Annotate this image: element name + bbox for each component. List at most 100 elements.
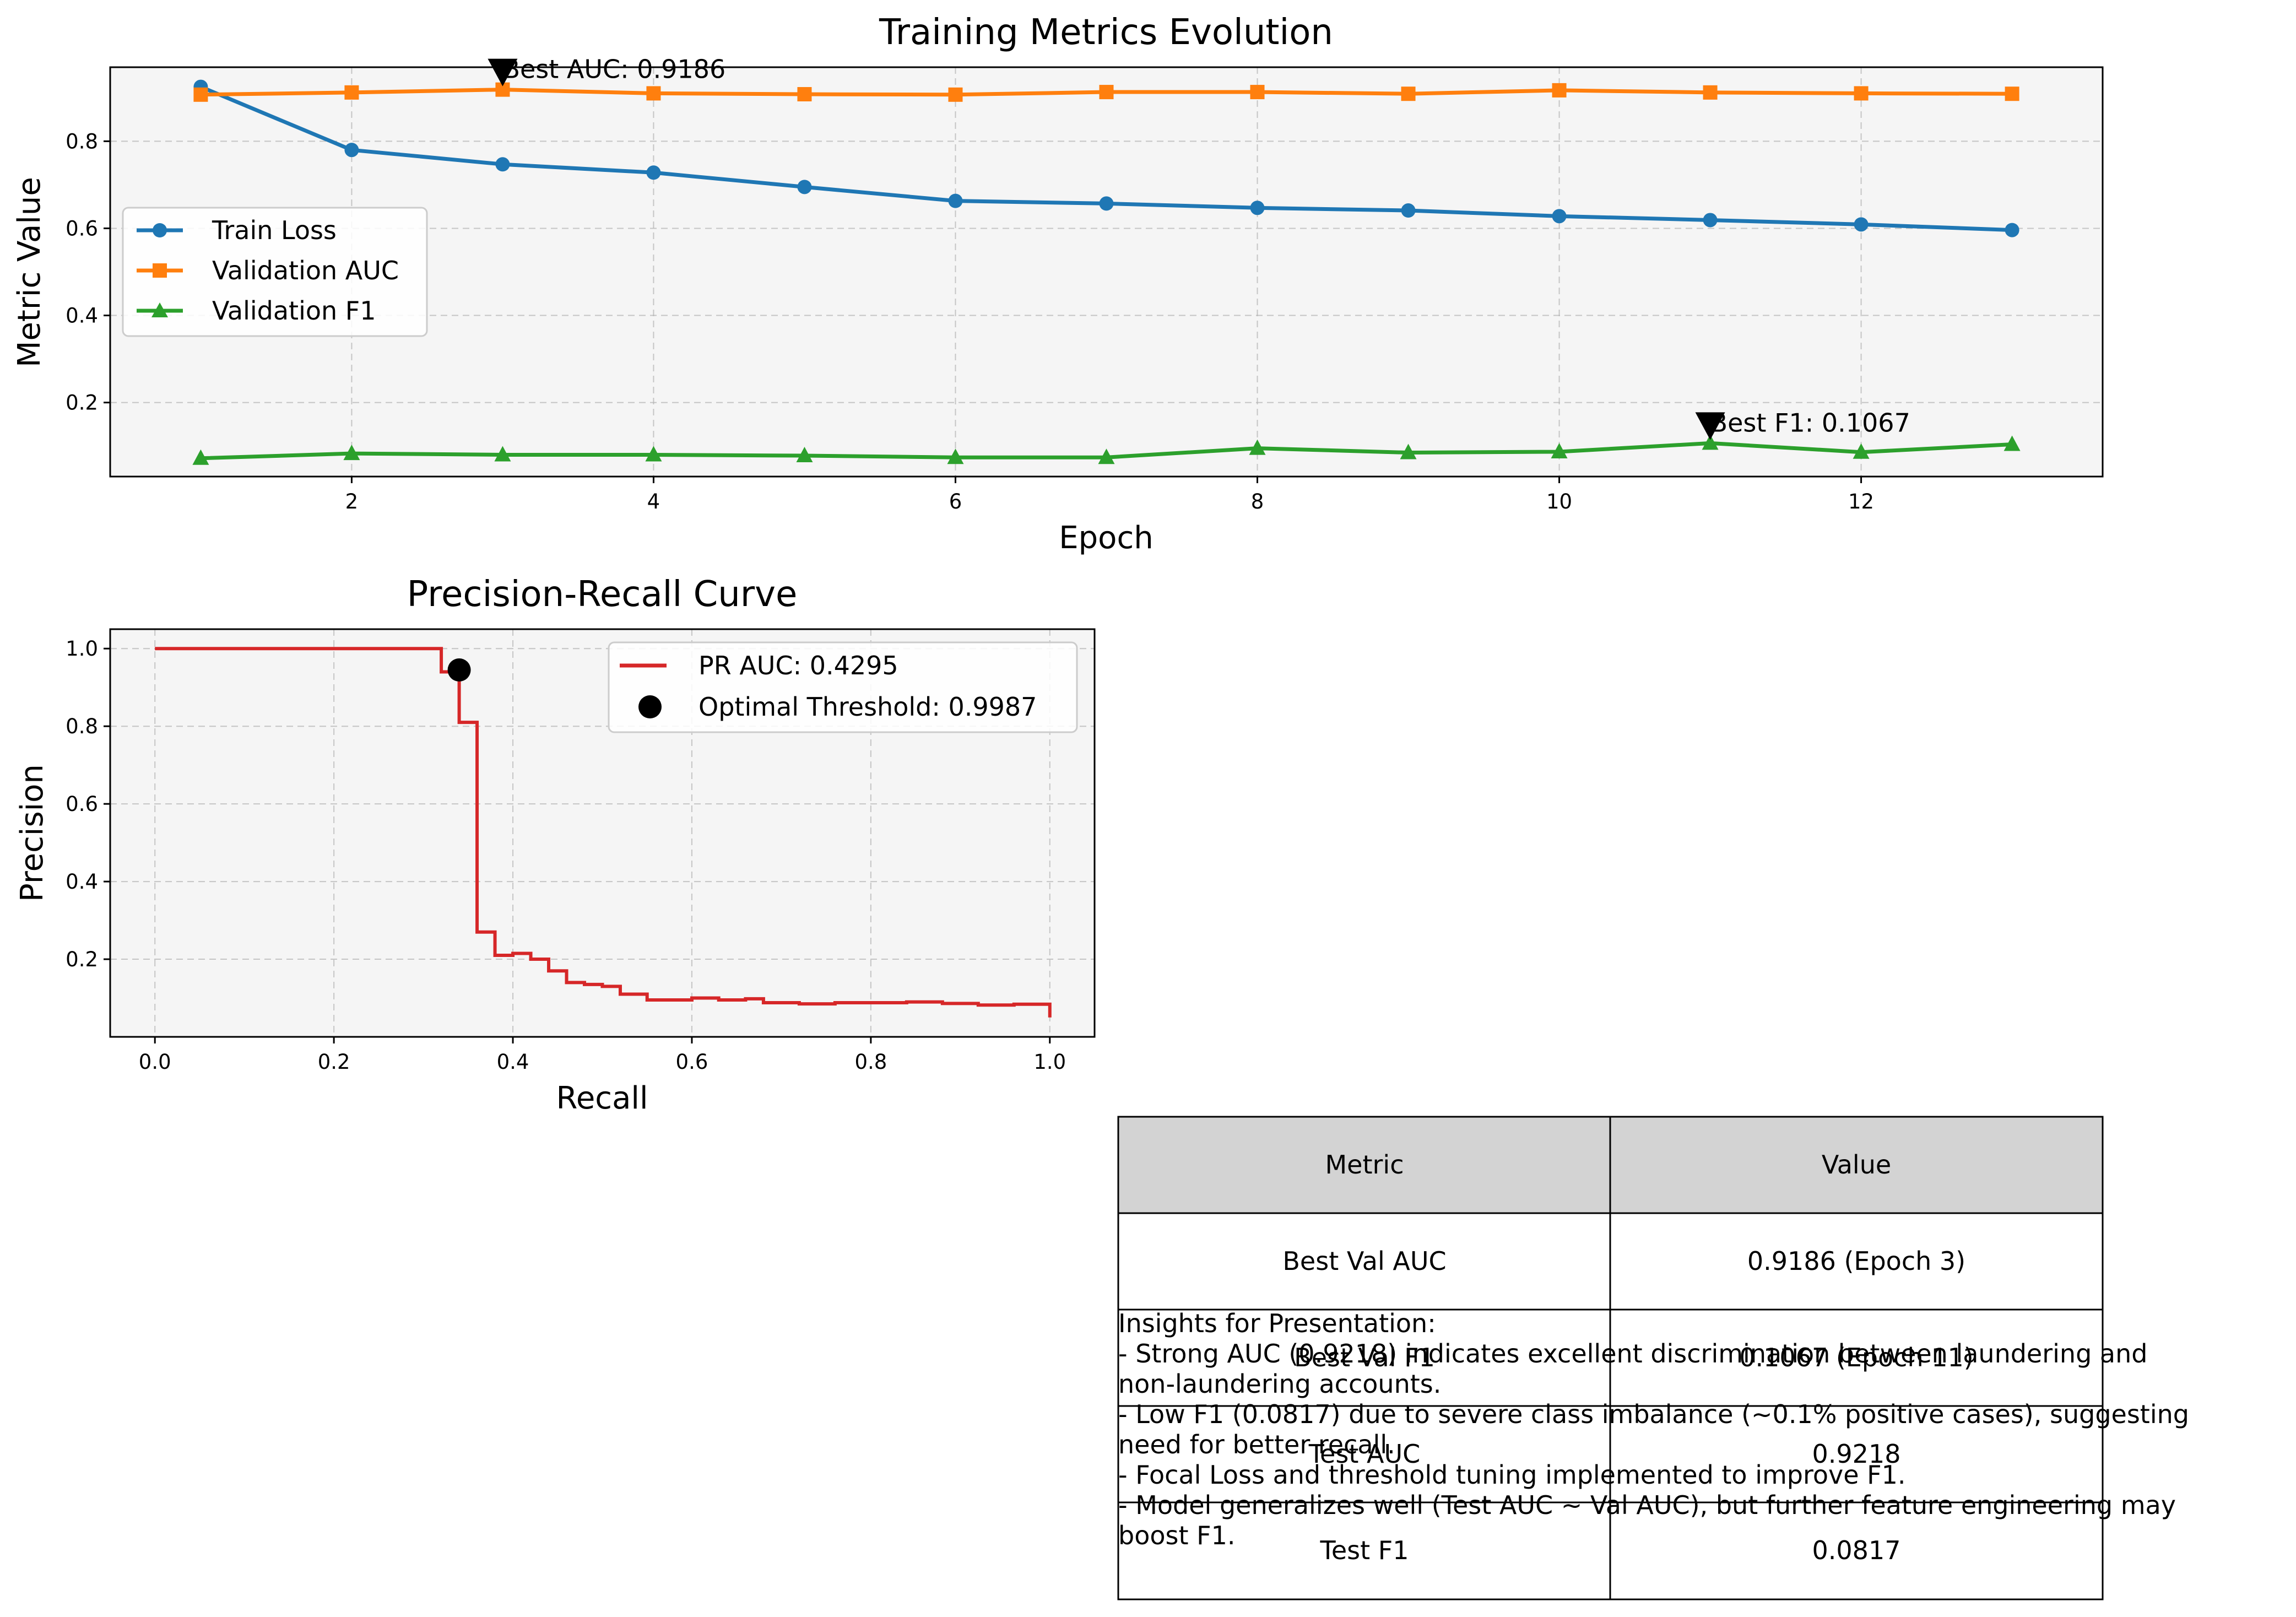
legend-val-f1-marker [151,302,168,317]
plot1-x-label: Epoch [1059,520,1153,556]
series-validation-auc-point [797,87,812,102]
annotation-label: Best AUC: 0.9186 [502,55,725,84]
table-cell-value: 0.1067 (Epoch 11) [1739,1343,1973,1372]
series-validation-auc-point [2005,86,2019,101]
plot2-x-ticks: 0.0 0.2 0.4 0.6 0.8 1.0 [139,1037,1066,1074]
table-cell-metric: Test AUC [1308,1439,1420,1469]
plot1-y-tick-label: 0.6 [66,217,98,240]
series-train-loss-point [495,157,510,172]
plot1-x-tick-label: 2 [345,490,359,513]
insights-line: Insights for Presentation: [1118,1308,1436,1338]
plot2-legend-box [608,641,1078,733]
optimal-threshold-point [447,658,471,682]
series-validation-auc-point [1854,86,1869,101]
series-validation-auc-point [1401,86,1416,101]
insights-line: boost F1. [1118,1521,1235,1550]
plot2-legend: PR AUC: 0.4295 Optimal Threshold: 0.9987 [608,641,1078,733]
series-validation-auc-point [1250,85,1265,100]
plot2-y-label: Precision [14,764,50,902]
series-validation-auc-point [1552,83,1567,98]
plot1-x-tick-label: 8 [1251,490,1264,513]
series-validation-f1-point [796,447,813,463]
series-train-loss-point [948,193,963,208]
table-cell-value: 0.9218 [1812,1439,1901,1469]
pr-curve-chart: 0.0 0.2 0.4 0.6 0.8 1.0 0.2 0.4 0.6 0.8 1.0 Preci… [14,574,1096,1116]
series-validation-f1-point [1551,442,1568,458]
plot1-y-ticks: 0.2 0.4 0.6 0.8 [66,129,110,415]
plot2-x-tick-label: 1.0 [1033,1050,1066,1074]
series-train-loss-point [2005,223,2019,237]
plot2-x-label: Recall [556,1080,648,1116]
plot2-title: Precision-Recall Curve [407,574,798,615]
series-validation-f1-point [343,445,360,461]
plot1-x-tick-label: 4 [647,490,660,513]
plot2-y-tick-label: 0.2 [66,948,98,971]
metrics-table: Metric Value Best Val AUC 0.9186 (Epoch … [1117,1116,2104,1600]
series-train-loss-point [344,143,359,158]
series-validation-auc-point [646,86,661,101]
plot2-x-tick-label: 0.8 [854,1050,887,1074]
plot1-title: Training Metrics Evolution [879,12,1333,53]
series-train-loss-point [1552,209,1567,224]
training-metrics-chart: 2 4 6 8 10 12 0.20.40.60.8 Best AUC: 0.9186Be… [12,12,2104,556]
plot2-x-tick-label: 0.2 [318,1050,350,1074]
insights-line: non-laundering accounts. [1118,1369,1441,1399]
table-cell-metric: Best Val F1 [1294,1343,1435,1372]
series-train-loss-point [797,180,812,194]
table-header-metric: Metric [1325,1150,1404,1180]
plot1-legend-box [122,207,428,337]
plot2-y-tick-label: 0.4 [66,870,98,894]
series-validation-f1-point [1400,444,1417,459]
plot1-y-tick-label: 0.4 [66,304,98,328]
plot1-y-tick-label: 0.8 [66,129,98,153]
series-train-loss-point [1250,201,1265,215]
plot1-x-ticks: 2 4 6 8 10 12 [345,477,1874,513]
insights-line: - Strong AUC (0.9218) indicates excellen… [1118,1339,2147,1369]
series-train-loss-point [1401,203,1416,218]
legend-pr-auc-label: PR AUC: 0.4295 [698,651,898,680]
insights-line: need for better recall. [1118,1430,1395,1459]
plot1-x-tick-label: 6 [949,490,962,513]
insights-line: - Model generalizes well (Test AUC ~ Val… [1118,1490,2176,1520]
annotation-arrow [1695,412,1725,440]
legend-optimal-threshold-marker [638,695,662,718]
pr-curve-line [155,647,1052,1018]
plot1-grid [110,67,2103,477]
legend-val-auc-marker [153,263,167,278]
table-grid [1117,1116,2104,1600]
insights-line: - Focal Loss and threshold tuning implem… [1118,1460,1906,1490]
plot1-y-label: Metric Value [12,177,47,367]
series-validation-f1-point [1249,439,1266,455]
series-validation-f1-point [1702,434,1719,450]
series-validation-auc-point [193,87,208,102]
plot1-annotations: Best AUC: 0.9186 Best F1: 0.1067 [488,55,1910,440]
series-train-loss-point [1099,196,1114,211]
plot2-x-tick-label: 0.0 [139,1050,171,1074]
plot1-legend: Train Loss Validation AUC Validation F1 [122,207,428,337]
plot1-frame [109,66,2104,478]
series-validation-f1-point [1098,448,1115,464]
series-validation-f1-point [494,446,511,462]
insights-text: Insights for Presentation: - Strong AUC … [1118,1308,2189,1550]
legend-val-f1-label: Validation F1 [212,296,376,326]
table-cell-metric: Best Val AUC [1282,1246,1446,1276]
insights-line: - Low F1 (0.0817) due to severe class im… [1118,1399,2189,1429]
legend-train-loss-marker [153,223,167,237]
plot1-x-tick-label: 12 [1848,490,1874,513]
plot2-y-ticks: 0.2 0.4 0.6 0.8 1.0 [66,637,110,971]
series-validation-auc-point [948,87,963,102]
plot1-series [192,79,2021,465]
table-cell-metric: Test F1 [1320,1535,1409,1565]
legend-train-loss-label: Train Loss [212,215,337,245]
table-cell-value: 0.0817 [1812,1535,1901,1565]
series-validation-f1-point [192,449,209,465]
plot2-y-tick-label: 1.0 [66,637,98,661]
table-header-value: Value [1822,1150,1891,1180]
plot2-x-tick-label: 0.4 [497,1050,529,1074]
plot2-frame [109,628,1096,1038]
series-validation-auc-point [344,85,359,100]
series-validation-f1-point [645,446,662,462]
series-validation-auc-point [1703,85,1718,100]
